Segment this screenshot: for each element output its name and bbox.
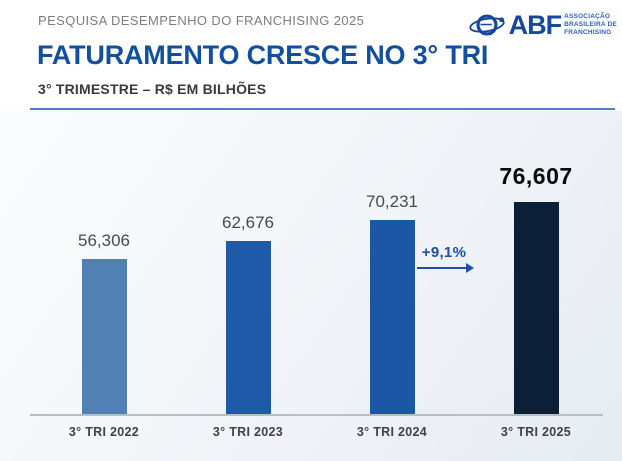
tagline-line-2: BRASILEIRA DE [564, 21, 617, 28]
tagline-line-1: ASSOCIAÇÃO [564, 13, 611, 20]
growth-arrow-head [465, 263, 474, 273]
tagline-line-3: FRANCHISING [564, 29, 612, 36]
bar [369, 220, 415, 415]
abf-logo-tagline: ASSOCIAÇÃO BRASILEIRA DE FRANCHISING [564, 13, 617, 37]
page-title: FATURAMENTO CRESCE NO 3° TRI [37, 40, 489, 70]
x-axis-label: 3° TRI 2024 [356, 425, 428, 439]
survey-eyebrow: PESQUISA DESEMPENHO DO FRANCHISING 2025 [38, 13, 365, 28]
header-divider [30, 108, 615, 110]
abf-logo: ABF ASSOCIAÇÃO BRASILEIRA DE FRANCHISING [468, 9, 617, 41]
growth-arrow-line [416, 267, 466, 269]
bar [513, 202, 559, 415]
bar-value-label: 56,306 [78, 231, 130, 250]
bar-value-label: 70,231 [366, 192, 418, 211]
bar [225, 241, 271, 415]
x-axis-baseline [30, 414, 603, 416]
growth-label: +9,1% [421, 244, 467, 261]
x-axis-label: 3° TRI 2025 [500, 425, 572, 439]
x-axis-label: 3° TRI 2022 [68, 425, 140, 439]
globe-orbit-icon [468, 9, 506, 41]
chart-subtitle: 3° TRIMESTRE – R$ EM BILHÕES [38, 81, 267, 97]
bar-value-label: 62,676 [222, 213, 274, 232]
bar-value-label: 76,607 [499, 163, 573, 189]
bar [81, 259, 127, 415]
x-axis-label: 3° TRI 2023 [212, 425, 284, 439]
abf-logo-text: ABF [508, 9, 562, 40]
